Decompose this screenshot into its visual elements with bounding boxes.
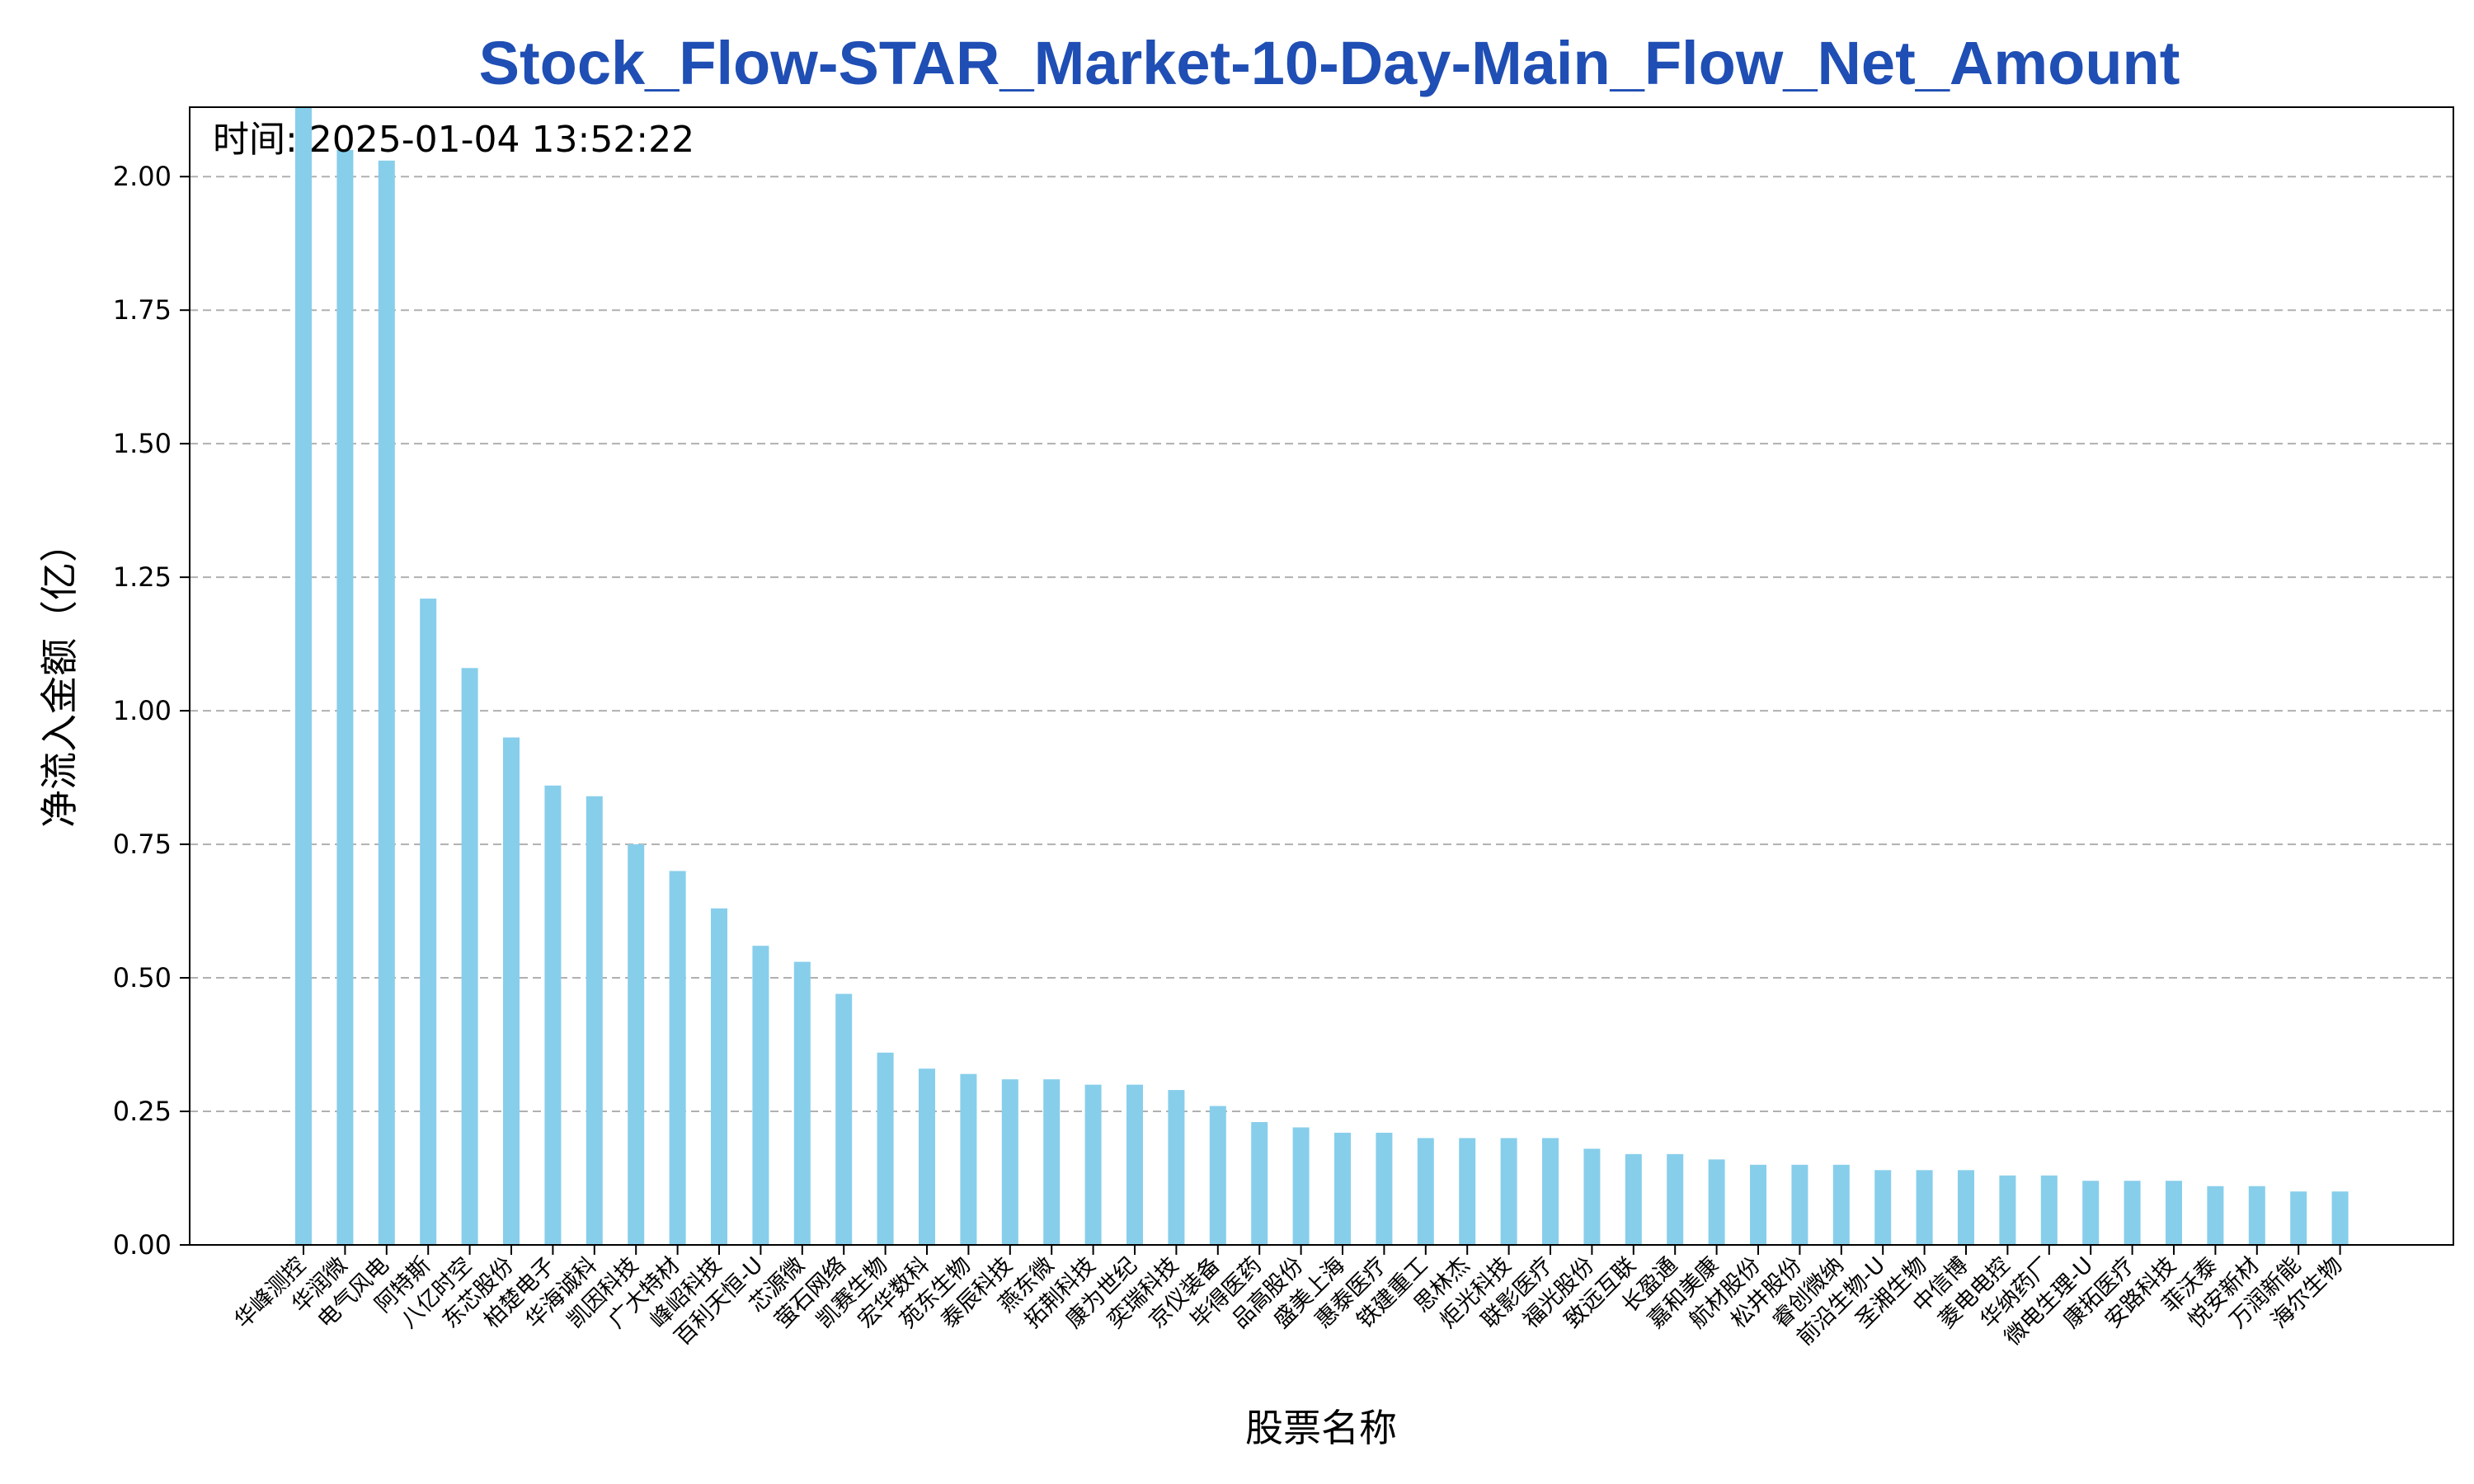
y-tick-label: 0.00 xyxy=(113,1229,172,1261)
y-tick-label: 0.25 xyxy=(113,1096,172,1127)
bar xyxy=(2040,1175,2058,1245)
bar xyxy=(2248,1186,2265,1245)
bar xyxy=(1500,1138,1517,1245)
bar xyxy=(2290,1191,2307,1245)
bar xyxy=(378,160,395,1246)
bar xyxy=(628,844,645,1245)
bar xyxy=(1667,1153,1684,1245)
y-axis-label: 净流入金额（亿） xyxy=(37,524,82,828)
y-axis-ticks: 0.00 0.25 0.50 0.75 1.00 1.25 1.50 1.75 2.00 xyxy=(113,161,190,1261)
chart-title: Stock_Flow-STAR_Market-10-Day-Main_Flow_… xyxy=(479,29,2180,97)
bars xyxy=(295,107,2349,1246)
bar xyxy=(544,785,562,1245)
bar xyxy=(1126,1084,1143,1245)
bar xyxy=(2082,1181,2100,1245)
bar xyxy=(586,796,603,1245)
bar xyxy=(1459,1138,1476,1245)
bar xyxy=(1791,1164,1808,1245)
bar xyxy=(1417,1138,1434,1245)
bar xyxy=(1209,1106,1226,1245)
bar xyxy=(420,599,437,1245)
bar xyxy=(919,1068,935,1245)
bar xyxy=(1625,1153,1642,1245)
bar xyxy=(2124,1181,2141,1245)
bar xyxy=(1708,1159,1725,1245)
y-tick-label: 1.50 xyxy=(113,428,172,459)
bar xyxy=(503,737,520,1245)
y-tick-label: 0.75 xyxy=(113,829,172,860)
bar xyxy=(1583,1148,1601,1245)
bar xyxy=(1168,1090,1185,1245)
bar xyxy=(711,908,727,1245)
bar xyxy=(1334,1132,1351,1245)
bar xyxy=(295,107,312,1245)
x-axis-label: 股票名称 xyxy=(1245,1406,1397,1450)
bar xyxy=(336,149,354,1246)
bar xyxy=(1251,1121,1268,1245)
bar xyxy=(1916,1170,1933,1245)
bar xyxy=(2331,1191,2349,1245)
bar xyxy=(1043,1079,1061,1245)
bar xyxy=(793,961,811,1245)
bar xyxy=(1376,1132,1393,1245)
bar xyxy=(1542,1138,1559,1245)
bar xyxy=(1292,1127,1310,1245)
bar xyxy=(2207,1186,2224,1245)
y-tick-label: 1.25 xyxy=(113,561,172,593)
bar xyxy=(1874,1170,1892,1245)
bar xyxy=(669,871,686,1245)
y-tick-label: 0.50 xyxy=(113,962,172,993)
bar xyxy=(1084,1084,1102,1245)
y-tick-label: 2.00 xyxy=(113,161,172,192)
bar xyxy=(1832,1164,1850,1245)
plot-area-frame xyxy=(189,106,2454,1246)
timestamp-label: 时间: 2025-01-04 13:52:22 xyxy=(213,119,694,161)
bar xyxy=(2166,1181,2182,1245)
bar xyxy=(877,1052,894,1245)
y-tick-label: 1.75 xyxy=(113,294,172,326)
y-tick-label: 1.00 xyxy=(113,695,172,726)
bar xyxy=(1750,1164,1766,1245)
bar xyxy=(835,993,853,1245)
bar xyxy=(1001,1079,1018,1245)
bar xyxy=(1958,1170,1974,1245)
bar xyxy=(1999,1175,2016,1245)
bar xyxy=(752,946,769,1245)
bar xyxy=(960,1073,977,1245)
bar xyxy=(461,668,478,1245)
